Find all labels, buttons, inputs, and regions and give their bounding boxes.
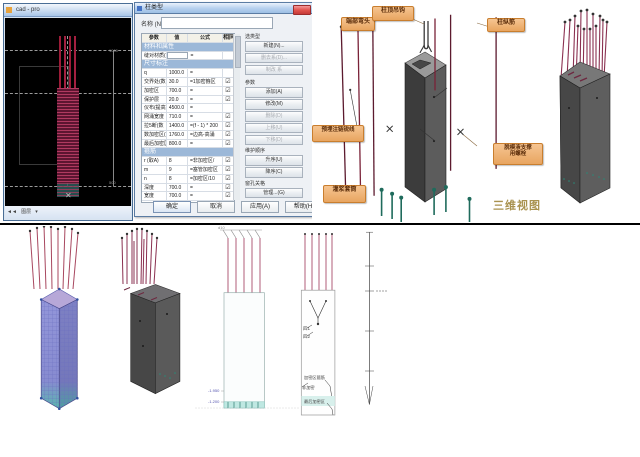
svg-text:四2: 四2 (303, 334, 310, 339)
svg-text:加密区箍筋: 加密区箍筋 (304, 374, 325, 381)
svg-text:-1.950: -1.950 (208, 388, 220, 393)
svg-text:最后加密区: 最后加密区 (304, 398, 325, 405)
svg-text:d10: d10 (218, 226, 225, 230)
svg-text:非加密: 非加密 (302, 384, 315, 391)
svg-text:-1.200: -1.200 (208, 399, 220, 404)
